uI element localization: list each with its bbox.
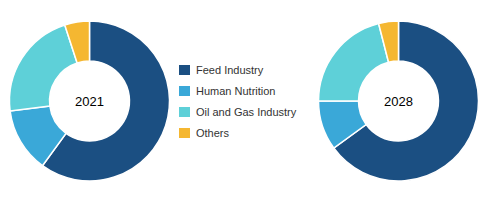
html-text:Others: Others xyxy=(196,126,229,139)
html-text:Human Nutrition: Human Nutrition xyxy=(196,84,276,97)
svg-text:2028: 2028 xyxy=(384,94,413,109)
html-text:Oil and Gas Industry: Oil and Gas Industry xyxy=(196,105,297,118)
svg-text:2021: 2021 xyxy=(75,94,104,109)
html-text:Feed Industry: Feed Industry xyxy=(196,63,264,76)
